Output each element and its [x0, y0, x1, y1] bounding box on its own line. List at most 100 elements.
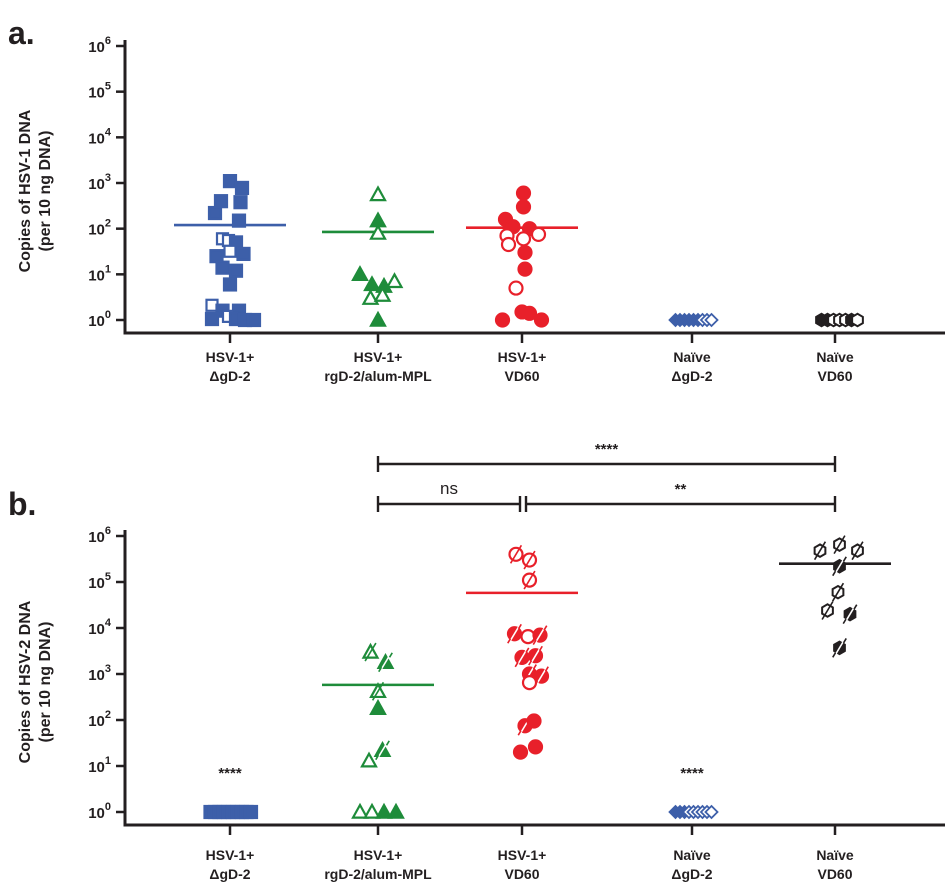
- circle-point-8-slash-head: [532, 664, 537, 670]
- circle-point-6-slash-head: [525, 647, 530, 653]
- x-tick-label: rgD-2/alum-MPL: [324, 368, 432, 384]
- x-tick-label: HSV-1+: [354, 349, 403, 365]
- y-tick-exponent: 3: [105, 663, 111, 675]
- hexagon-point-4-slash: [831, 582, 845, 602]
- square-point-9: [243, 804, 259, 820]
- significance-label: ****: [218, 765, 242, 782]
- hexagon-point-6-slash: [843, 604, 857, 624]
- circle-point-9-slash: [535, 666, 548, 686]
- circle-point-10: [517, 261, 533, 277]
- hexagon-point-0-slash: [813, 541, 827, 561]
- x-tick-label: rgD-2/alum-MPL: [324, 866, 432, 882]
- significance-bracket-1: ns: [376, 479, 522, 512]
- triangle-point-1-slash-head: [388, 652, 393, 658]
- triangle-point-1-slash-tail: [378, 666, 383, 673]
- square-point-12: [215, 260, 230, 275]
- circle-point-3-slash: [508, 624, 521, 644]
- triangle-point-0: [369, 185, 387, 202]
- y-tick-exponent: 4: [105, 617, 112, 629]
- triangle-point-4-slash-head: [385, 740, 390, 746]
- square-point-11: [209, 249, 224, 264]
- y-tick-exponent: 6: [105, 525, 111, 537]
- y-tick-label: 102: [88, 709, 111, 730]
- y-tick-exponent: 4: [105, 126, 112, 138]
- hexagon-point-3-slash: [833, 556, 846, 576]
- triangle-point-2: [369, 223, 387, 240]
- bracket-label: **: [675, 481, 687, 498]
- x-tick-label: HSV-1+: [206, 349, 255, 365]
- x-tick-label: ΔgD-2: [671, 368, 712, 384]
- circle-point-15: [533, 312, 550, 328]
- y-axis-label-line: Copies of HSV-1 DNA: [17, 109, 34, 272]
- square-point-1: [234, 180, 250, 196]
- y-axis-label-line: Copies of HSV-2 DNA: [17, 600, 34, 763]
- square-point-13: [228, 263, 244, 278]
- square-point-4: [207, 205, 223, 221]
- circle-point-14: [514, 304, 530, 320]
- data-group-4: [815, 312, 864, 328]
- triangle-point-7: [361, 288, 380, 305]
- hexagon-point-3-slash-head: [842, 556, 847, 562]
- y-tick-exponent: 1: [105, 755, 111, 767]
- triangle-point-0-slash: [364, 642, 377, 662]
- y-tick-exponent: 3: [105, 172, 111, 184]
- significance-bracket-2: **: [524, 481, 837, 512]
- x-tick-label: Naïve: [673, 847, 711, 863]
- triangle-point-6: [351, 802, 369, 819]
- y-tick-base: 10: [88, 267, 105, 284]
- x-tick-label: HSV-1+: [498, 847, 547, 863]
- panel-letter: a.: [8, 15, 35, 51]
- y-axis-label-line: (per 10 ng DNA): [37, 622, 54, 743]
- y-tick-label: 105: [88, 571, 111, 592]
- y-tick-label: 105: [88, 81, 111, 102]
- circle-point-14: [527, 739, 544, 755]
- y-tick-base: 10: [88, 313, 105, 330]
- circle-point-5-slash-tail: [532, 639, 537, 645]
- x-tick-label: ΔgD-2: [209, 866, 250, 882]
- y-tick-label: 103: [88, 663, 111, 684]
- x-tick-label: VD60: [504, 866, 539, 882]
- x-tick-label: HSV-1+: [354, 847, 403, 863]
- data-group-2: [466, 544, 578, 760]
- circle-point-0-slash: [509, 544, 523, 564]
- circle-point-8: [500, 236, 517, 253]
- square-point-2: [213, 194, 229, 209]
- data-group-1: [322, 185, 434, 327]
- triangle-point-8: [373, 285, 392, 302]
- hexagon-point-7-slash-tail: [832, 652, 837, 658]
- hexagon-point-6: [851, 312, 864, 328]
- y-tick-exponent: 2: [105, 709, 111, 721]
- triangle-point-3: [351, 265, 369, 282]
- circle-point-9-slash-head: [544, 666, 549, 672]
- hexagon-point-7-slash-head: [842, 638, 847, 644]
- circle-point-11-slash-tail: [517, 730, 522, 736]
- y-tick-label: 101: [88, 755, 111, 776]
- x-tick-label: Naïve: [816, 847, 854, 863]
- square-point-19: [204, 311, 220, 327]
- triangle-point-6: [385, 272, 404, 289]
- y-tick-base: 10: [88, 85, 105, 102]
- circle-point-6-slash-tail: [514, 661, 519, 668]
- triangle-point-1-slash: [379, 652, 392, 672]
- circle-point-2-slash: [523, 570, 536, 590]
- square-point-5: [231, 213, 247, 228]
- y-tick-exponent: 5: [105, 571, 111, 583]
- circle-point-7-slash-head: [538, 645, 543, 652]
- circle-point-9: [517, 244, 533, 261]
- y-tick-base: 10: [88, 621, 105, 638]
- y-tick-exponent: 0: [105, 309, 111, 321]
- diamond-point-8: [704, 804, 719, 820]
- circle-point-10: [521, 675, 538, 691]
- y-tick-exponent: 6: [105, 35, 111, 47]
- square-point-14: [222, 277, 238, 292]
- data-group-4: [779, 535, 891, 658]
- data-group-3: [668, 804, 719, 820]
- hexagon-point-6-slash-head: [853, 604, 858, 610]
- bracket-label: ****: [595, 441, 619, 458]
- y-axis-label: Copies of HSV-1 DNA (per 10 ng DNA): [17, 109, 54, 272]
- y-tick-exponent: 2: [105, 218, 111, 230]
- triangle-point-4-slash-tail: [375, 754, 380, 761]
- y-tick-base: 10: [88, 759, 105, 776]
- circle-point-7-slash-tail: [528, 660, 533, 666]
